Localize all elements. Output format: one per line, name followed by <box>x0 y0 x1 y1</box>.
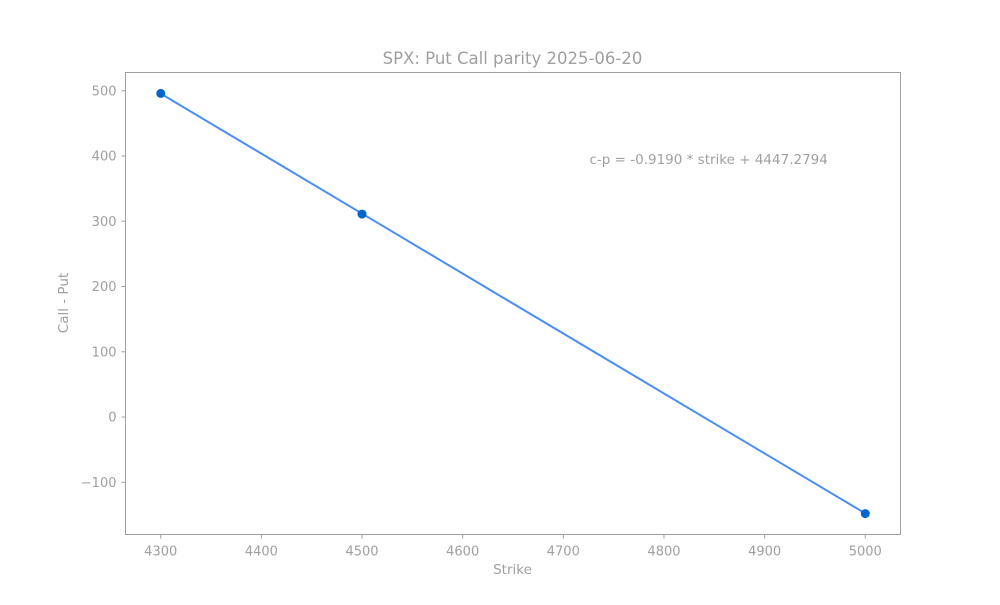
y-tick-label: 100 <box>92 345 117 360</box>
y-tick-label: 400 <box>92 150 117 165</box>
y-tick-label: −100 <box>81 476 117 491</box>
y-axis-label: Call - Put <box>56 273 72 333</box>
x-tick-label: 5000 <box>849 545 882 560</box>
plot-frame <box>125 72 901 535</box>
x-tick-label: 4500 <box>345 545 378 560</box>
y-tick-label: 0 <box>108 411 116 426</box>
x-axis-label: Strike <box>493 562 532 578</box>
x-tick-label: 4300 <box>144 545 177 560</box>
y-tick-label: 300 <box>92 215 117 230</box>
x-tick-label: 4700 <box>547 545 580 560</box>
y-tick-label: 500 <box>92 84 117 99</box>
series-layer <box>156 88 870 519</box>
x-tick-label: 4800 <box>647 545 680 560</box>
x-tick-label: 4600 <box>446 545 479 560</box>
x-axis: 4300 4400 4500 4600 4700 4800 4900 5000 <box>144 534 882 560</box>
data-point <box>357 209 367 219</box>
x-tick-label: 4400 <box>245 545 278 560</box>
y-axis: −100 0 100 200 300 400 500 <box>81 84 126 491</box>
x-tick-label: 4900 <box>748 545 781 560</box>
fit-equation-annotation: c-p = -0.9190 * strike + 4447.2794 <box>589 152 827 168</box>
fit-line <box>160 92 866 515</box>
data-point <box>860 509 870 519</box>
chart-title: SPX: Put Call parity 2025-06-20 <box>383 49 643 68</box>
data-point <box>156 88 166 98</box>
y-tick-label: 200 <box>92 280 117 295</box>
